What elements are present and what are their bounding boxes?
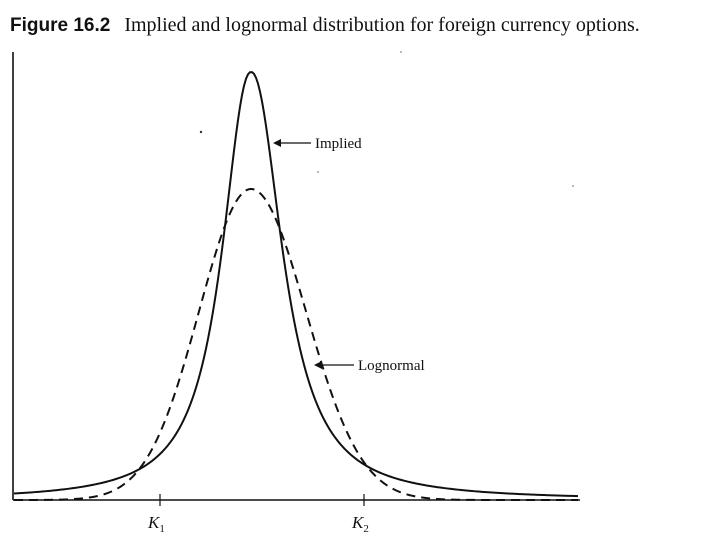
implied-arrowhead-icon xyxy=(273,139,281,147)
lognormal-curve xyxy=(14,188,578,501)
tick-k2: K2 xyxy=(351,494,369,535)
figure-number: Figure 16.2 xyxy=(10,15,111,36)
tick-sub-k2: 2 xyxy=(363,523,369,535)
tick-label-k2: K2 xyxy=(351,513,369,535)
lognormal-arrowhead-icon xyxy=(314,361,322,369)
implied-annotation: Implied xyxy=(273,136,362,152)
implied-curve xyxy=(13,71,579,498)
speck xyxy=(400,51,402,53)
figure-title: Implied and lognormal distribution for f… xyxy=(124,14,640,36)
speck xyxy=(199,130,203,134)
tick-k1: K1 xyxy=(147,494,165,535)
figure-caption: Figure 16.2 Implied and lognormal distrib… xyxy=(10,14,640,37)
tick-base-k2: K xyxy=(351,513,365,532)
scan-specks xyxy=(199,51,574,187)
lognormal-annotation: Lognormal xyxy=(314,358,425,374)
speck xyxy=(572,185,574,187)
lognormal-label: Lognormal xyxy=(358,358,425,374)
tick-label-k1: K1 xyxy=(147,513,165,535)
tick-base-k1: K xyxy=(147,513,161,532)
implied-label: Implied xyxy=(315,136,362,152)
tick-sub-k1: 1 xyxy=(159,523,165,535)
speck xyxy=(317,171,319,173)
